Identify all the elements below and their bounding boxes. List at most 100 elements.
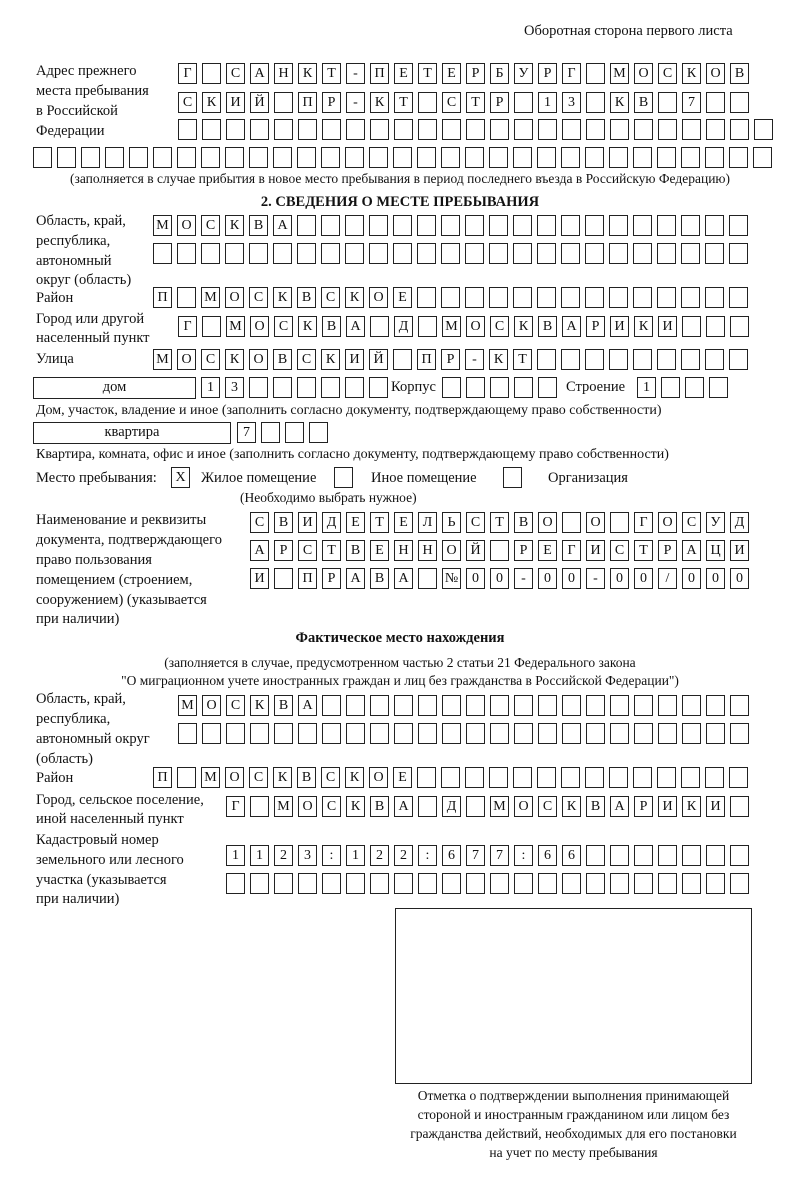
char-cell[interactable] xyxy=(466,796,485,817)
char-cell[interactable] xyxy=(706,845,725,866)
char-cell[interactable] xyxy=(610,695,629,716)
char-cell[interactable] xyxy=(250,119,269,140)
char-cell[interactable] xyxy=(177,287,196,308)
char-cell[interactable]: М xyxy=(153,215,172,236)
char-cell[interactable] xyxy=(442,377,461,398)
char-cell[interactable]: 6 xyxy=(442,845,461,866)
char-cell[interactable]: 1 xyxy=(201,377,220,398)
char-cell[interactable]: М xyxy=(442,316,461,337)
char-cell[interactable] xyxy=(369,147,388,168)
stay-organization-checkbox[interactable] xyxy=(503,467,522,488)
char-cell[interactable]: К xyxy=(682,63,701,84)
char-cell[interactable] xyxy=(561,243,580,264)
char-cell[interactable] xyxy=(586,119,605,140)
char-cell[interactable] xyxy=(609,215,628,236)
char-cell[interactable]: А xyxy=(250,540,269,561)
char-cell[interactable]: - xyxy=(465,349,484,370)
char-cell[interactable] xyxy=(153,147,172,168)
char-cell[interactable]: А xyxy=(250,63,269,84)
char-cell[interactable] xyxy=(610,119,629,140)
char-cell[interactable]: Г xyxy=(178,316,197,337)
char-cell[interactable]: О xyxy=(250,316,269,337)
char-cell[interactable]: П xyxy=(153,287,172,308)
stay-other-checkbox[interactable] xyxy=(334,467,353,488)
char-cell[interactable] xyxy=(489,243,508,264)
char-cell[interactable]: О xyxy=(634,63,653,84)
char-cell[interactable] xyxy=(514,92,533,113)
char-cell[interactable] xyxy=(418,119,437,140)
char-cell[interactable] xyxy=(466,377,485,398)
char-cell[interactable] xyxy=(441,243,460,264)
char-cell[interactable]: Н xyxy=(274,63,293,84)
char-cell[interactable]: О xyxy=(225,767,244,788)
char-cell[interactable]: К xyxy=(514,316,533,337)
char-cell[interactable]: В xyxy=(322,316,341,337)
char-cell[interactable] xyxy=(466,723,485,744)
char-cell[interactable] xyxy=(274,723,293,744)
char-cell[interactable] xyxy=(250,873,269,894)
char-cell[interactable]: П xyxy=(417,349,436,370)
char-cell[interactable]: М xyxy=(274,796,293,817)
char-cell[interactable]: М xyxy=(226,316,245,337)
char-cell[interactable] xyxy=(585,243,604,264)
char-cell[interactable]: 0 xyxy=(634,568,653,589)
char-cell[interactable]: Е xyxy=(393,767,412,788)
char-cell[interactable]: О xyxy=(177,349,196,370)
char-cell[interactable]: Г xyxy=(226,796,245,817)
char-cell[interactable] xyxy=(298,873,317,894)
char-cell[interactable]: М xyxy=(610,63,629,84)
char-cell[interactable]: Й xyxy=(369,349,388,370)
char-cell[interactable]: 7 xyxy=(237,422,256,443)
char-cell[interactable]: К xyxy=(250,695,269,716)
char-cell[interactable] xyxy=(658,845,677,866)
char-cell[interactable] xyxy=(730,845,749,866)
char-cell[interactable]: Т xyxy=(322,540,341,561)
char-cell[interactable]: Р xyxy=(322,568,341,589)
char-cell[interactable] xyxy=(538,723,557,744)
char-cell[interactable] xyxy=(322,723,341,744)
char-cell[interactable] xyxy=(586,63,605,84)
char-cell[interactable] xyxy=(394,873,413,894)
char-cell[interactable]: 2 xyxy=(274,845,293,866)
char-cell[interactable]: Д xyxy=(442,796,461,817)
char-cell[interactable] xyxy=(681,767,700,788)
char-cell[interactable] xyxy=(682,119,701,140)
char-cell[interactable]: К xyxy=(610,92,629,113)
char-cell[interactable] xyxy=(393,243,412,264)
char-cell[interactable]: К xyxy=(298,63,317,84)
char-cell[interactable]: О xyxy=(202,695,221,716)
char-cell[interactable] xyxy=(682,873,701,894)
char-cell[interactable] xyxy=(465,287,484,308)
char-cell[interactable] xyxy=(346,873,365,894)
char-cell[interactable] xyxy=(345,243,364,264)
char-cell[interactable]: О xyxy=(369,287,388,308)
char-cell[interactable]: К xyxy=(225,215,244,236)
char-cell[interactable]: - xyxy=(514,568,533,589)
char-cell[interactable]: А xyxy=(346,316,365,337)
char-cell[interactable] xyxy=(489,147,508,168)
char-cell[interactable]: К xyxy=(345,767,364,788)
char-cell[interactable]: В xyxy=(273,349,292,370)
char-cell[interactable]: И xyxy=(226,92,245,113)
char-cell[interactable] xyxy=(586,845,605,866)
char-cell[interactable] xyxy=(465,243,484,264)
char-cell[interactable] xyxy=(538,377,557,398)
char-cell[interactable] xyxy=(490,540,509,561)
char-cell[interactable] xyxy=(153,243,172,264)
char-cell[interactable]: И xyxy=(730,540,749,561)
char-cell[interactable]: А xyxy=(346,568,365,589)
char-cell[interactable]: Т xyxy=(634,540,653,561)
char-cell[interactable] xyxy=(706,723,725,744)
char-cell[interactable]: В xyxy=(274,695,293,716)
char-cell[interactable] xyxy=(658,695,677,716)
char-cell[interactable]: 3 xyxy=(298,845,317,866)
char-cell[interactable]: Р xyxy=(274,540,293,561)
char-cell[interactable]: К xyxy=(634,316,653,337)
char-cell[interactable]: Г xyxy=(562,540,581,561)
char-cell[interactable]: С xyxy=(321,287,340,308)
char-cell[interactable] xyxy=(657,147,676,168)
char-cell[interactable]: В xyxy=(297,287,316,308)
char-cell[interactable] xyxy=(730,316,749,337)
char-cell[interactable] xyxy=(609,767,628,788)
char-cell[interactable]: С xyxy=(298,540,317,561)
